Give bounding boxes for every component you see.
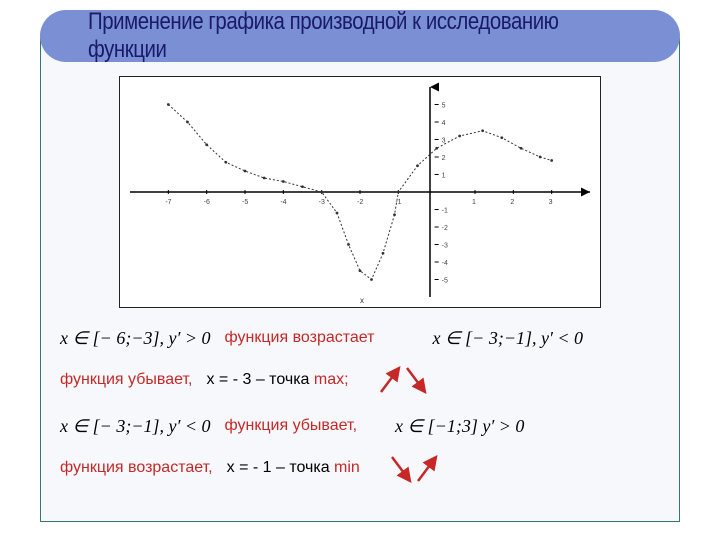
math-interval-4: x ∈ [−1;3] y′ > 0 [395, 410, 524, 442]
svg-text:-7: -7 [165, 199, 171, 206]
max-word: max; [314, 371, 349, 388]
svg-text:2: 2 [510, 199, 514, 206]
svg-text:5: 5 [442, 103, 446, 110]
svg-text:2: 2 [442, 155, 446, 162]
title-banner: Применение графика производной к исследо… [40, 10, 680, 62]
svg-text:-1: -1 [442, 208, 448, 215]
svg-text:-4: -4 [280, 199, 286, 206]
math-interval-3: x ∈ [− 3;−1], y′ < 0 [60, 410, 211, 442]
svg-text:4: 4 [442, 120, 446, 127]
row-2: функция убывает, x = - 3 – точка max; [60, 360, 660, 400]
svg-text:3: 3 [549, 199, 553, 206]
math-interval-2: x ∈ [− 3;−1], y′ < 0 [433, 322, 584, 354]
text-min-point: x = - 1 – точка min [227, 454, 360, 483]
svg-text:-5: -5 [442, 278, 448, 285]
text-decreasing-1: функция убывает, [60, 366, 192, 395]
x-label: x [360, 296, 364, 305]
text-increasing-1: функция возрастает [225, 324, 375, 353]
svg-text:-3: -3 [319, 199, 325, 206]
svg-text:1: 1 [472, 199, 476, 206]
max-arrows [373, 360, 433, 400]
chart-svg: -7-6-5-4-3-2-1123 -5-4-3-2-112345 x [120, 77, 600, 307]
max-point-label: x = - 3 – точка [206, 371, 313, 388]
arrow-up-icon [381, 368, 399, 392]
svg-text:-4: -4 [442, 260, 448, 267]
min-arrows [384, 449, 444, 489]
svg-text:-3: -3 [442, 243, 448, 250]
svg-text:-2: -2 [357, 199, 363, 206]
svg-text:1: 1 [442, 173, 446, 180]
row-1: x ∈ [− 6;−3], y′ > 0 функция возрастает … [60, 322, 660, 354]
page-title: Применение графика производной к исследо… [88, 8, 632, 64]
row-4: функция возрастает, x = - 1 – точка min [60, 449, 660, 489]
arrow-down-icon [407, 368, 425, 392]
min-word: min [334, 459, 360, 476]
svg-text:-1: -1 [395, 199, 401, 206]
min-point-label: x = - 1 – точка [227, 459, 334, 476]
svg-text:-2: -2 [442, 225, 448, 232]
derivative-chart: -7-6-5-4-3-2-1123 -5-4-3-2-112345 x [119, 76, 601, 308]
arrow-up-icon [418, 457, 436, 481]
arrow-down-icon [392, 457, 410, 481]
text-max-point: x = - 3 – точка max; [206, 366, 348, 395]
row-3: x ∈ [− 3;−1], y′ < 0 функция убывает, x … [60, 410, 660, 442]
analysis-text: x ∈ [− 6;−3], y′ > 0 функция возрастает … [60, 322, 660, 489]
y-ticks: -5-4-3-2-112345 [435, 103, 448, 285]
svg-text:-6: -6 [204, 199, 210, 206]
math-interval-1: x ∈ [− 6;−3], y′ > 0 [60, 322, 211, 354]
svg-text:-5: -5 [242, 199, 248, 206]
text-increasing-2: функция возрастает, [60, 454, 213, 483]
text-decreasing-2: функция убывает, [225, 412, 357, 441]
